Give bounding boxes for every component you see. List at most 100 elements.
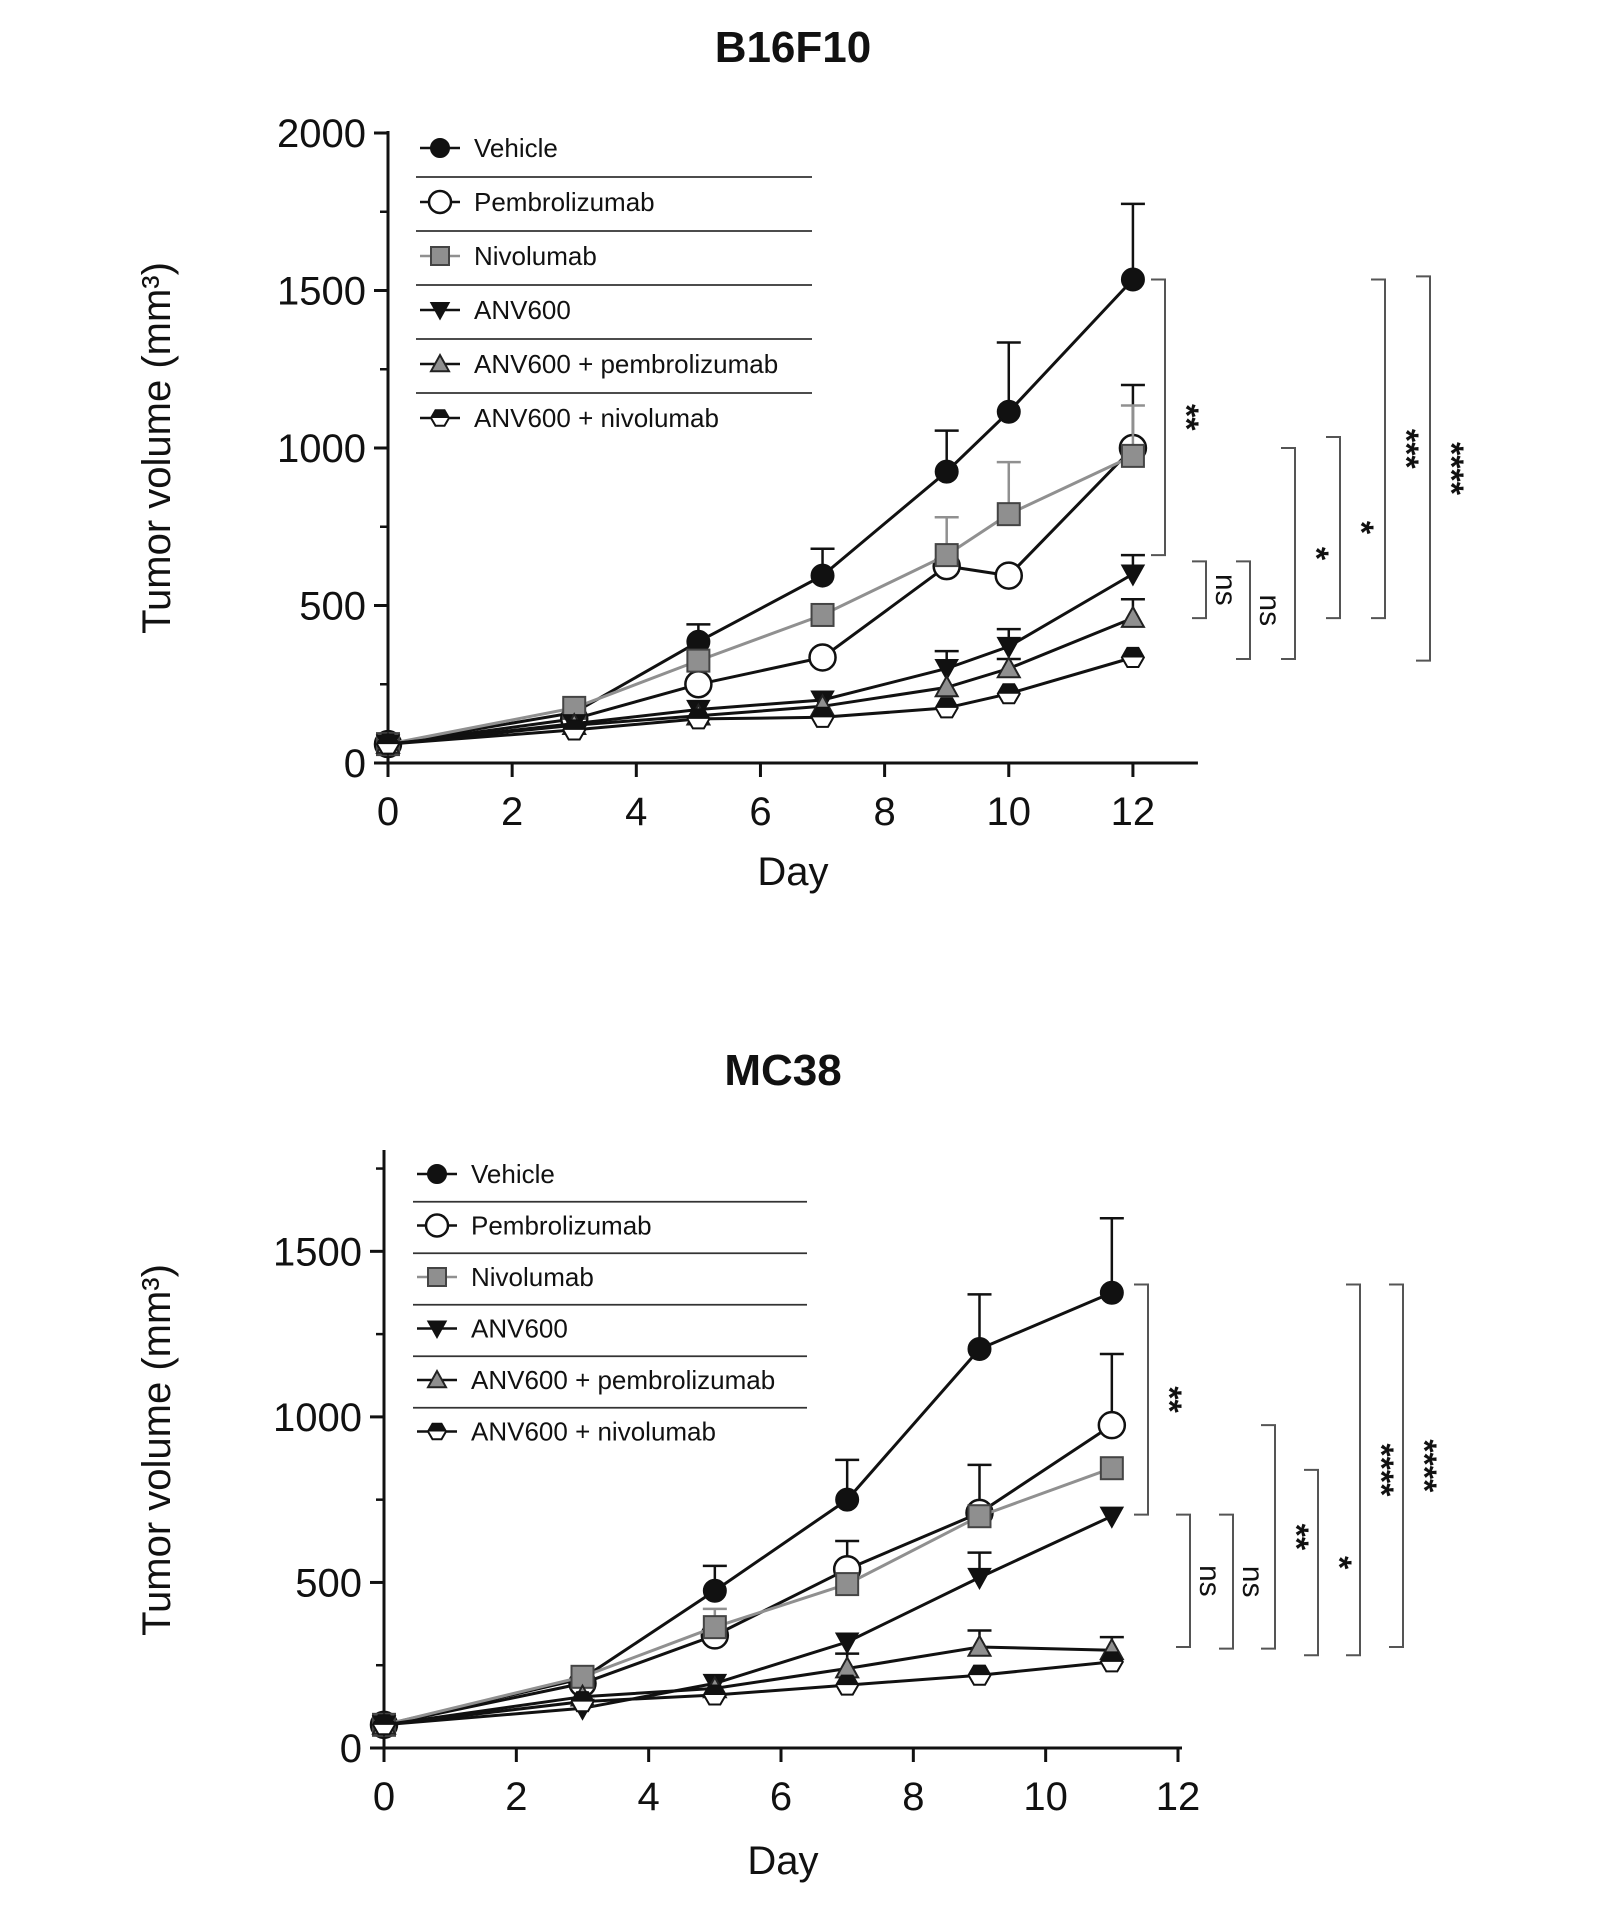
data-point-anv600-nivolumab-top-half xyxy=(997,684,1020,694)
significance-bracket: **** xyxy=(1389,1283,1443,1649)
series-line-pembrolizumab xyxy=(387,446,1134,746)
significance-bracket: ns xyxy=(1219,1513,1269,1650)
data-point-nivolumab xyxy=(810,602,835,627)
data-point-anv600-pembrolizumab xyxy=(996,655,1022,679)
data-point-nivolumab xyxy=(686,648,711,673)
legend-label-anv600-pembrolizumab: ANV600 + pembrolizumab xyxy=(471,1365,775,1395)
bracket-line xyxy=(1192,560,1207,620)
x-tick-label: 0 xyxy=(377,790,399,834)
legend-label-nivolumab: Nivolumab xyxy=(474,241,597,271)
data-point-anv600-pembrolizumab xyxy=(966,1633,993,1657)
data-point-pembrolizumab xyxy=(1097,1410,1127,1440)
data-point-vehicle xyxy=(967,1337,992,1362)
x-tick-label: 4 xyxy=(625,790,647,834)
x-tick-label: 0 xyxy=(373,1775,395,1819)
data-point-anv600 xyxy=(834,1632,860,1655)
series-anv600-pembrolizumab xyxy=(371,1629,1125,1735)
x-tick-label: 2 xyxy=(505,1775,527,1819)
data-point-pembrolizumab xyxy=(808,643,837,672)
legend-label-anv600-pembrolizumab: ANV600 + pembrolizumab xyxy=(474,349,778,379)
bracket-line xyxy=(1346,1283,1361,1657)
series-pembrolizumab xyxy=(373,383,1148,759)
data-point-nivolumab xyxy=(967,1504,992,1529)
data-point-nivolumab xyxy=(702,1615,727,1640)
significance-bracket: **** xyxy=(1346,1283,1400,1657)
significance-label: *** xyxy=(1387,429,1425,469)
series-nivolumab xyxy=(376,404,1145,757)
data-point-nivolumab xyxy=(1120,443,1145,468)
significance-brackets: **ns ns******* **** xyxy=(1134,1283,1443,1657)
legend-marker-anv600-nivolumab xyxy=(426,1422,448,1441)
bracket-line xyxy=(1371,278,1386,620)
y-tick-label: 500 xyxy=(299,585,366,629)
data-point-vehicle xyxy=(835,1487,860,1512)
significance-label: * xyxy=(1320,1556,1358,1570)
series-line-pembrolizumab xyxy=(383,1423,1113,1727)
data-point-anv600-nivolumab xyxy=(967,1664,992,1686)
series-anv600-nivolumab xyxy=(375,646,1146,755)
bracket-line xyxy=(1219,1513,1234,1650)
data-point-anv600 xyxy=(967,1567,992,1591)
legend-marker-vehicle xyxy=(427,1164,447,1184)
significance-label: ns xyxy=(1253,594,1286,626)
data-point-anv600-nivolumab xyxy=(1099,1651,1124,1673)
legend-label-vehicle: Vehicle xyxy=(471,1159,555,1189)
data-point-vehicle xyxy=(810,563,835,588)
significance-bracket: ns xyxy=(1192,560,1242,620)
bracket-line xyxy=(1261,1424,1276,1650)
data-point-anv600-nivolumab xyxy=(686,708,711,730)
x-axis-title: Day xyxy=(757,850,828,894)
significance-label: ** xyxy=(1277,1524,1315,1551)
data-point-vehicle xyxy=(996,399,1021,424)
data-point-nivolumab xyxy=(835,1572,860,1597)
data-point-anv600-nivolumab xyxy=(375,733,401,755)
x-tick-label: 6 xyxy=(749,790,771,834)
legend-marker-anv600-nivolumab-top-half xyxy=(431,410,449,418)
y-tick-label: 500 xyxy=(295,1561,362,1605)
series-anv600-nivolumab xyxy=(371,1651,1124,1736)
data-point-anv600-nivolumab-top-half xyxy=(836,1675,859,1686)
significance-bracket: ** xyxy=(1134,1283,1188,1516)
y-tick-label: 1000 xyxy=(277,427,366,471)
x-tick-label: 2 xyxy=(501,790,523,834)
data-point-pembrolizumab xyxy=(684,670,713,699)
x-tick-label: 4 xyxy=(638,1775,660,1819)
x-tick-label: 6 xyxy=(770,1775,792,1819)
bracket-line xyxy=(1236,560,1251,661)
legend-label-anv600: ANV600 xyxy=(471,1314,568,1344)
significance-bracket: ** xyxy=(1151,278,1205,557)
significance-bracket: * xyxy=(1326,435,1380,620)
legend-marker-nivolumab xyxy=(427,1267,447,1287)
y-tick-label: 1500 xyxy=(277,270,366,314)
chart-mc38: MC38 0 500 1000 1500 0 2 4 6 8 10 12 Day Tumor volume… xyxy=(135,1046,1443,1883)
series-vehicle xyxy=(372,1216,1124,1737)
series-line-anv600-pembrolizumab xyxy=(383,1645,1112,1727)
y-tick-label: 0 xyxy=(344,742,366,786)
data-point-vehicle xyxy=(934,459,959,484)
data-point-anv600-pembrolizumab xyxy=(1120,605,1146,628)
significance-label: ns xyxy=(1236,1566,1269,1598)
data-point-anv600 xyxy=(934,658,959,682)
bracket-line xyxy=(1134,1283,1149,1516)
legend-marker-vehicle xyxy=(430,138,450,158)
data-point-anv600-nivolumab-top-half xyxy=(1121,647,1144,658)
data-point-nivolumab xyxy=(1099,1456,1124,1481)
x-tick-label: 8 xyxy=(873,790,895,834)
data-point-anv600 xyxy=(1099,1506,1125,1529)
legend-marker-anv600-pembrolizumab xyxy=(429,352,451,373)
data-point-anv600 xyxy=(1120,564,1146,587)
legend-marker-nivolumab xyxy=(430,246,450,266)
x-axis-title: Day xyxy=(747,1839,818,1883)
data-point-anv600-nivolumab xyxy=(570,1691,595,1713)
legend-label-anv600-nivolumab: ANV600 + nivolumab xyxy=(474,403,719,433)
data-point-anv600-nivolumab xyxy=(371,1714,397,1736)
series-vehicle xyxy=(376,202,1145,757)
legend-marker-anv600 xyxy=(426,1320,448,1340)
legend: Vehicle Pembrolizumab Nivolumab ANV600 ANV60… xyxy=(413,1159,807,1447)
significance-label: ns xyxy=(1193,1565,1226,1597)
series-pembrolizumab xyxy=(369,1352,1127,1740)
data-point-anv600-nivolumab-top-half xyxy=(703,1685,726,1696)
significance-label: **** xyxy=(1362,1443,1400,1497)
legend-label-nivolumab: Nivolumab xyxy=(471,1262,594,1292)
y-tick-label: 0 xyxy=(340,1727,362,1771)
